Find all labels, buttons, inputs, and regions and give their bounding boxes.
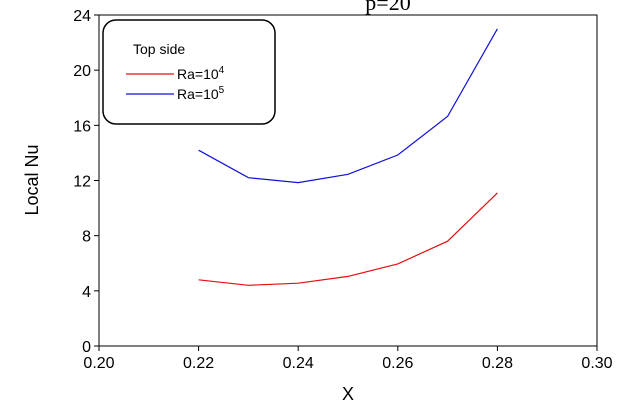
y-tick-label: 8 [82,229,91,246]
legend-box [102,19,276,125]
chart-title: p=20 [365,0,410,15]
legend-label-exponent: 5 [219,85,225,96]
x-tick-label: 0.24 [283,355,314,372]
x-tick-label: 0.28 [482,355,513,372]
legend-title: Top side [133,41,185,57]
x-tick-label: 0.20 [83,355,114,372]
y-tick-label: 0 [82,339,91,356]
legend-label-exponent: 4 [219,65,225,76]
y-tick-label: 16 [73,118,91,135]
y-axis-title: Local Nu [22,144,42,215]
x-tick-label: 0.30 [581,355,612,372]
legend-label-base: Ra=10 [177,86,219,102]
y-tick-label: 20 [73,63,91,80]
series-line-1 [198,192,498,286]
x-tick-label: 0.26 [382,355,413,372]
series-lines [198,28,498,286]
y-tick-label: 4 [82,284,91,301]
y-tick-label: 24 [73,8,91,25]
legend-label-1: Ra=104 [177,65,225,82]
axis-ticks: 0.20 0.22 0.24 0.26 0.28 0.30 0 4 8 12 16 20 24 [73,8,612,372]
legend-label-base: Ra=10 [177,66,219,82]
y-tick-label: 12 [73,174,91,191]
series-line-2 [198,28,498,184]
x-tick-label: 0.22 [183,355,214,372]
legend-label-2: Ra=105 [177,85,225,102]
x-axis-title: X [342,384,354,404]
